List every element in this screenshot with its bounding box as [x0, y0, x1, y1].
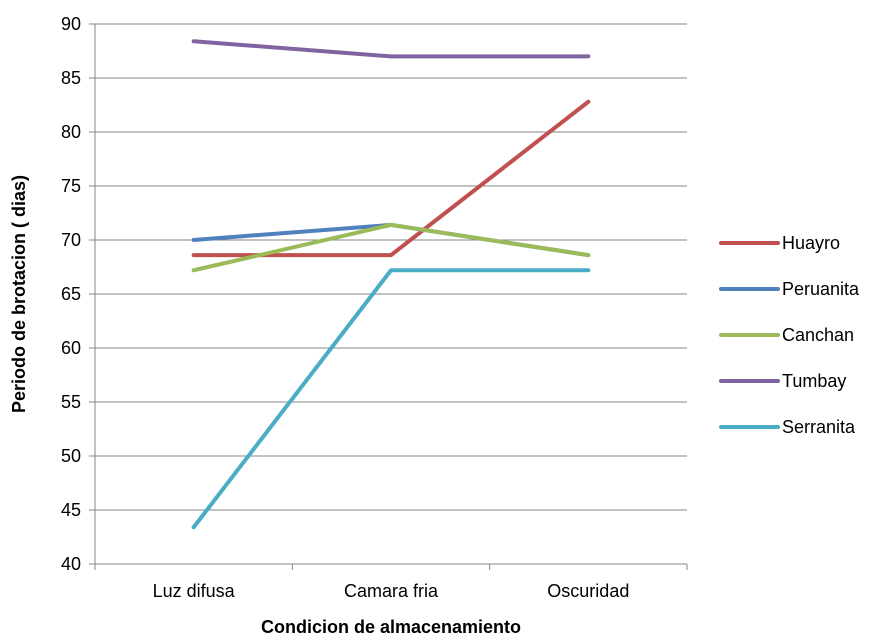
y-tick-label: 45: [61, 500, 81, 520]
y-tick-label: 85: [61, 68, 81, 88]
x-tick-label: Luz difusa: [153, 581, 236, 601]
legend-label: Huayro: [782, 233, 840, 253]
series-line-serranita: [191, 268, 591, 530]
series-line-tumbay: [191, 39, 591, 59]
legend-item-canchan: Canchan: [719, 325, 854, 345]
legend-item-huayro: Huayro: [719, 233, 840, 253]
y-tick-label: 70: [61, 230, 81, 250]
legend-item-peruanita: Peruanita: [719, 279, 860, 299]
y-tick-label: 60: [61, 338, 81, 358]
y-tick-label: 80: [61, 122, 81, 142]
y-tick-label: 75: [61, 176, 81, 196]
x-axis-title: Condicion de almacenamiento: [261, 617, 521, 637]
y-tick-label: 40: [61, 554, 81, 574]
y-axis-ticks: 40 45 50 55 60 65 70 75 80 85 90: [61, 14, 81, 574]
legend: Huayro Peruanita Canchan Tumbay Serranita: [719, 233, 860, 437]
gridlines: [89, 23, 687, 565]
legend-label: Peruanita: [782, 279, 860, 299]
y-tick-label: 55: [61, 392, 81, 412]
series-line-canchan: [191, 222, 591, 273]
x-tick-label: Oscuridad: [547, 581, 629, 601]
y-tick-label: 65: [61, 284, 81, 304]
legend-item-tumbay: Tumbay: [719, 371, 846, 391]
y-tick-label: 90: [61, 14, 81, 34]
legend-label: Serranita: [782, 417, 856, 437]
legend-label: Tumbay: [782, 371, 846, 391]
y-axis-title: Periodo de brotacion ( dias): [9, 175, 29, 413]
x-tick-label: Camara fria: [344, 581, 439, 601]
legend-label: Canchan: [782, 325, 854, 345]
legend-item-serranita: Serranita: [719, 417, 856, 437]
y-tick-label: 50: [61, 446, 81, 466]
series-line-huayro: [191, 99, 591, 258]
x-axis-ticks: Luz difusa Camara fria Oscuridad: [94, 564, 688, 601]
series-lines: [191, 39, 591, 530]
